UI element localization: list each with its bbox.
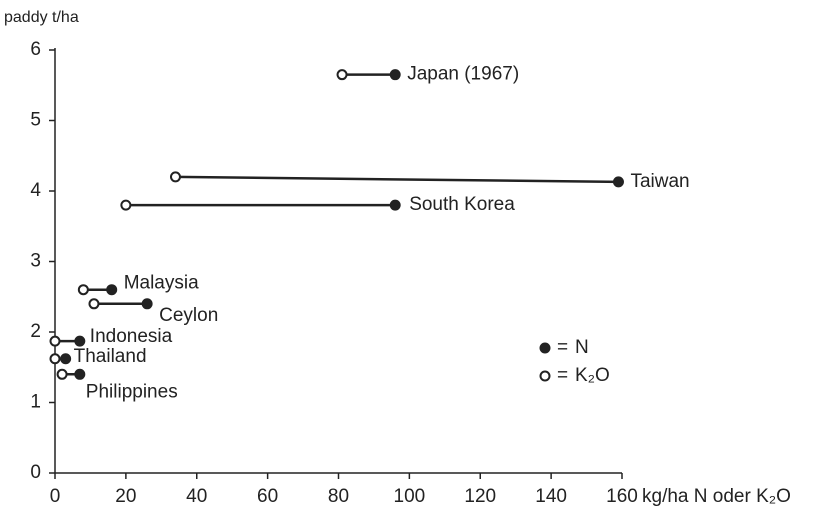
x-tick-label: 60 <box>257 486 278 507</box>
category-label: Malaysia <box>124 273 199 294</box>
x-tick-label: 100 <box>394 486 426 507</box>
category-label: Thailand <box>74 346 147 367</box>
point <box>389 69 401 81</box>
x-tick-label: 80 <box>328 486 349 507</box>
y-tick-label: 6 <box>30 39 41 60</box>
category-label: Philippines <box>86 381 178 402</box>
point <box>74 368 86 380</box>
connector <box>175 175 619 184</box>
legend-sign: = <box>557 337 568 358</box>
point <box>141 298 153 310</box>
x-tick-label: 40 <box>186 486 207 507</box>
y-tick-label: 4 <box>30 180 41 201</box>
point <box>169 171 181 183</box>
category-label: Ceylon <box>159 305 218 326</box>
point <box>56 368 68 380</box>
legend-marker <box>539 342 551 354</box>
point <box>612 176 624 188</box>
category-label: South Korea <box>409 194 515 215</box>
category-label: Japan (1967) <box>407 64 519 85</box>
category-label: Indonesia <box>90 326 173 347</box>
legend-label: K₂O <box>575 365 610 386</box>
point <box>336 69 348 81</box>
y-tick-label: 5 <box>30 110 41 131</box>
point <box>74 335 86 347</box>
x-tick-label: 160 <box>606 486 638 507</box>
legend-label: N <box>575 337 589 358</box>
category-label: Taiwan <box>630 171 689 192</box>
point <box>389 199 401 211</box>
x-tick-label: 120 <box>464 486 496 507</box>
point <box>60 353 72 365</box>
point <box>49 353 61 365</box>
point <box>77 284 89 296</box>
y-tick-label: 1 <box>30 392 41 413</box>
y-axis-label: paddy t/ha <box>4 9 79 26</box>
y-tick-label: 2 <box>30 321 41 342</box>
point <box>106 284 118 296</box>
legend-marker <box>539 370 551 382</box>
x-tick-label: 20 <box>115 486 136 507</box>
y-tick-label: 3 <box>30 251 41 272</box>
point <box>49 335 61 347</box>
point <box>88 298 100 310</box>
x-tick-label: 140 <box>535 486 567 507</box>
x-tick-label: 0 <box>50 486 61 507</box>
legend-sign: = <box>557 365 568 386</box>
y-tick-label: 0 <box>30 462 41 483</box>
x-axis-label: kg/ha N oder K₂O <box>642 486 791 507</box>
point <box>120 199 132 211</box>
